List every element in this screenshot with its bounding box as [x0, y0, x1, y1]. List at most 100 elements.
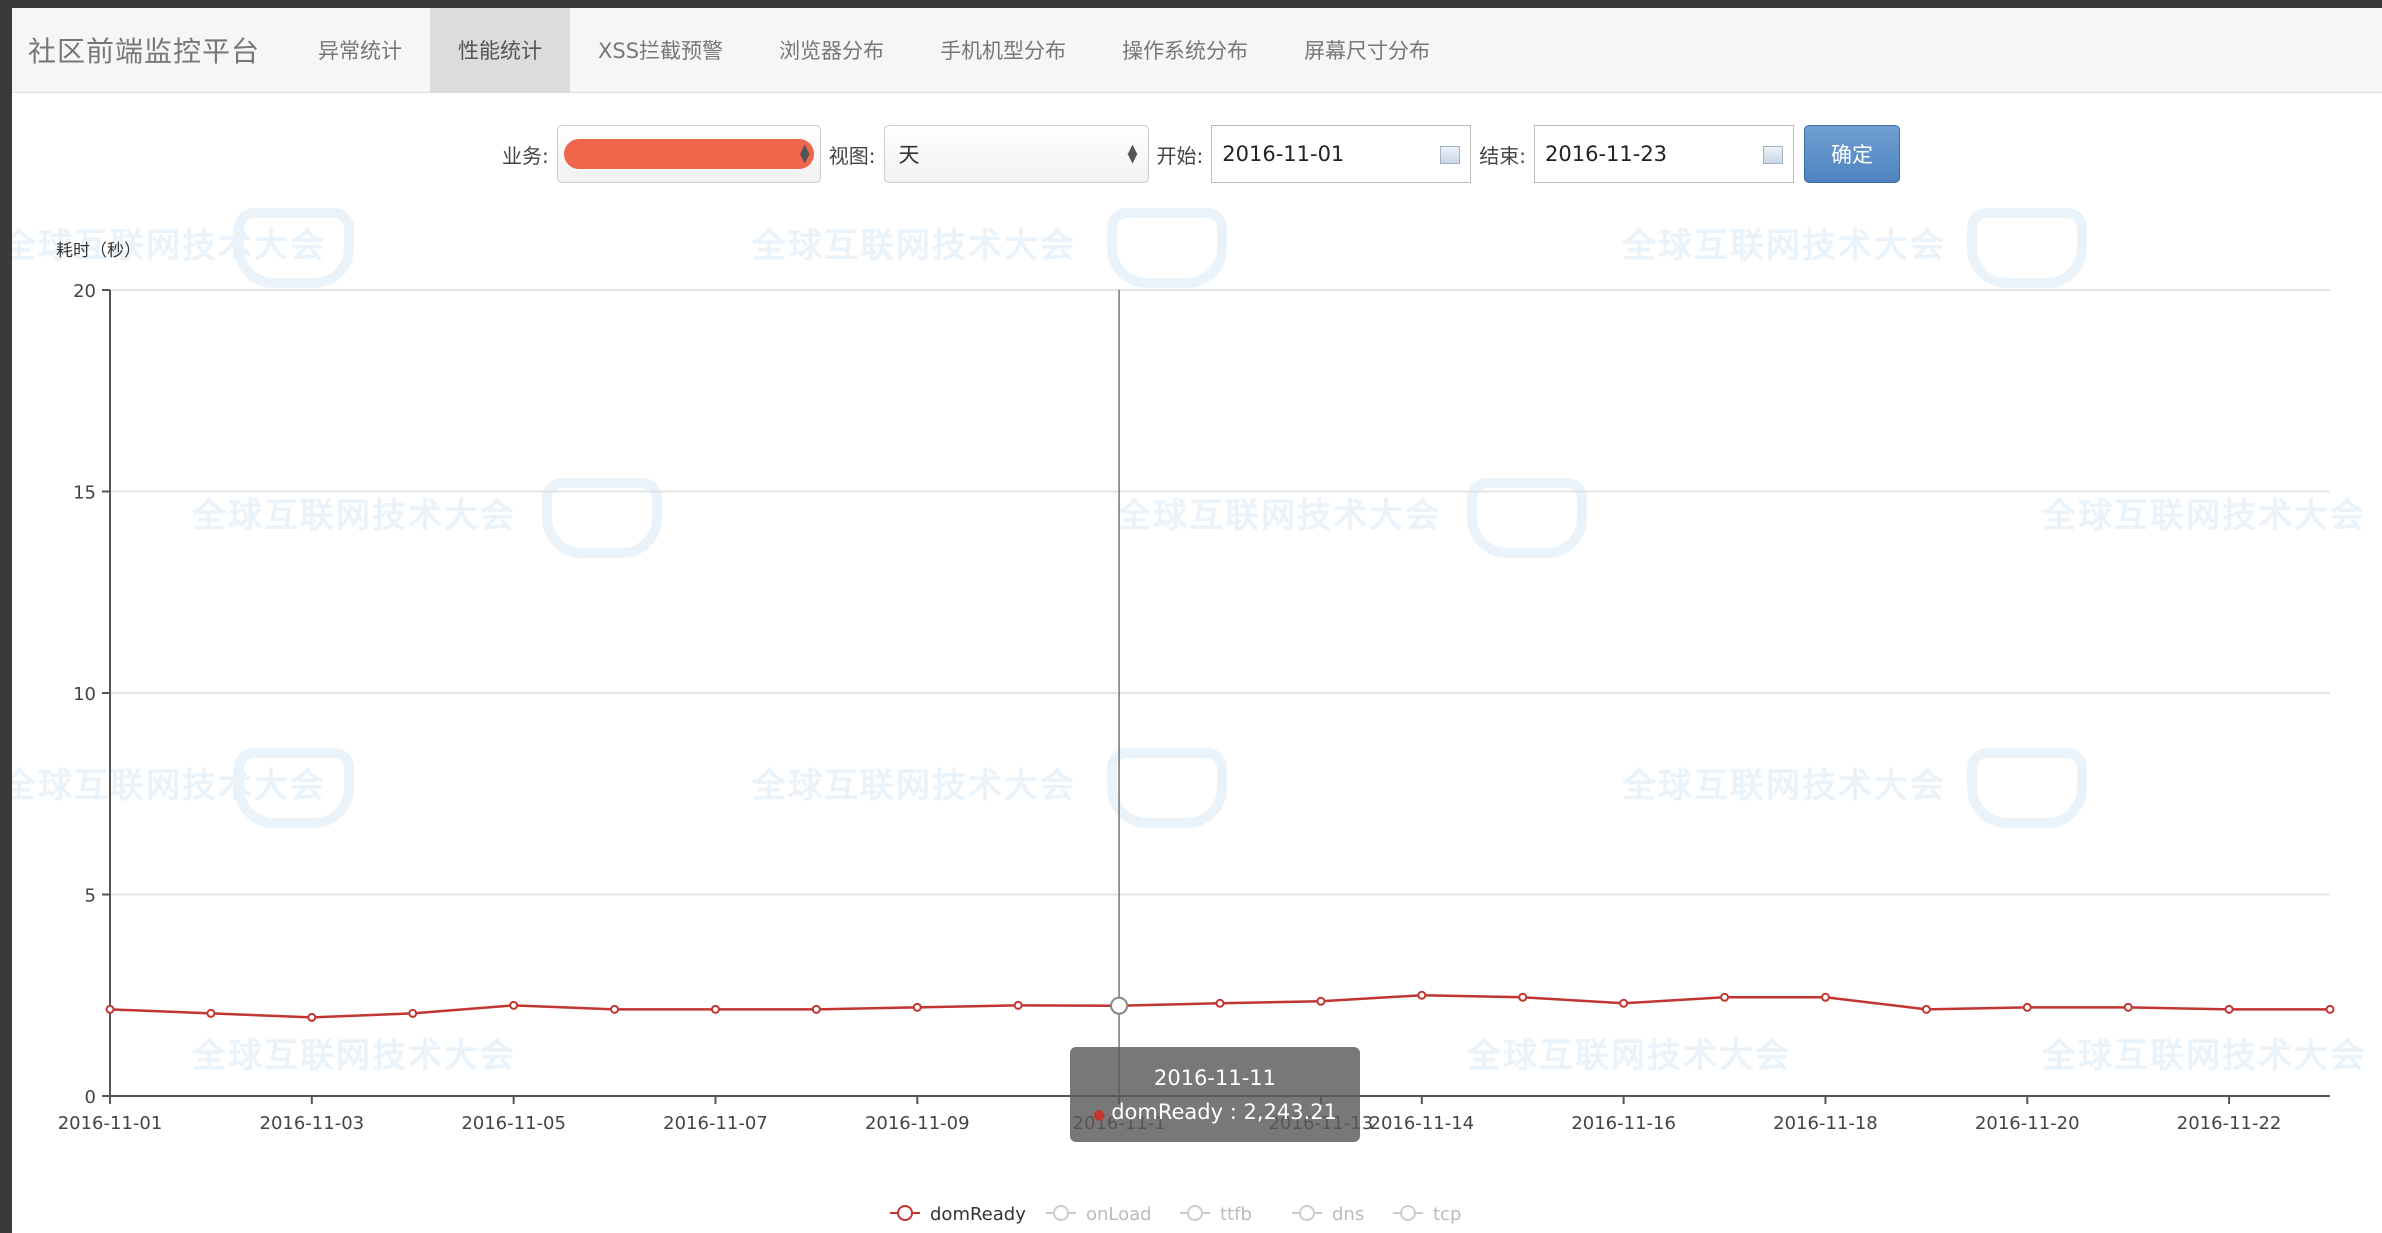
- legend-item-ttfb[interactable]: ttfb: [1220, 1204, 1252, 1225]
- legend-item-tcp[interactable]: tcp: [1433, 1204, 1461, 1225]
- data-point[interactable]: [509, 1000, 519, 1010]
- watermark: 全球互联网技术大会: [752, 766, 1076, 806]
- nav-item-phone-models[interactable]: 手机机型分布: [940, 39, 1067, 63]
- view-label: 视图:: [828, 143, 876, 168]
- data-point[interactable]: [912, 1002, 922, 1012]
- y-tick-label: 20: [73, 281, 96, 302]
- legend-item-dns[interactable]: dns: [1332, 1204, 1364, 1225]
- watermark-logo-icon: [1107, 208, 1227, 288]
- watermark: 全球互联网技术大会: [1622, 226, 1946, 266]
- watermark: 全球互联网技术大会: [2042, 496, 2366, 536]
- data-point[interactable]: [408, 1008, 418, 1018]
- x-tick-label: 2016-11-05: [461, 1113, 566, 1134]
- legend-item-onload[interactable]: onLoad: [1086, 1204, 1152, 1225]
- nav-item-screen-sizes[interactable]: 屏幕尺寸分布: [1304, 39, 1431, 63]
- watermark: 全球互联网技术大会: [192, 1036, 516, 1076]
- data-point[interactable]: [1720, 992, 1730, 1002]
- nav-item-os[interactable]: 操作系统分布: [1122, 39, 1249, 63]
- y-tick-label: 15: [73, 483, 96, 504]
- legend-marker[interactable]: [1299, 1205, 1315, 1221]
- watermark: 全球互联网技术大会: [192, 496, 516, 536]
- tooltip-row: ● domReady : 2,243.21: [1092, 1100, 1337, 1124]
- legend-marker[interactable]: [897, 1205, 913, 1221]
- data-point[interactable]: [2224, 1004, 2234, 1014]
- watermark-logo-icon: [542, 478, 662, 558]
- data-point[interactable]: [105, 1004, 115, 1014]
- legend-marker[interactable]: [1053, 1205, 1069, 1221]
- calendar-icon[interactable]: [1440, 146, 1461, 164]
- view-select[interactable]: 天 ▲ ▼: [883, 125, 1149, 183]
- x-tick-label: 2016-11-01: [58, 1113, 163, 1134]
- calendar-icon[interactable]: [1763, 146, 1783, 164]
- business-select[interactable]: ▲ ▼: [556, 125, 821, 183]
- data-point[interactable]: [2325, 1004, 2335, 1014]
- y-axis-title: 耗时（秒）: [56, 241, 141, 261]
- nav-item-performance[interactable]: 性能统计: [430, 8, 571, 92]
- x-tick-label: 2016-11-03: [260, 1113, 365, 1134]
- y-tick-label: 0: [85, 1087, 96, 1108]
- watermark-logo-icon: [1967, 208, 2087, 288]
- x-tick-label: 2016-11-14: [1370, 1113, 1475, 1134]
- top-navbar: 社区前端监控平台 异常统计 性能统计 XSS拦截预警 浏览器分布 手机机型分布 …: [12, 8, 2382, 93]
- select-arrows-icon: ▲ ▼: [799, 142, 810, 166]
- watermark: 全球互联网技术大会: [1117, 496, 1441, 536]
- data-point[interactable]: [307, 1012, 317, 1022]
- legend-item-domready[interactable]: domReady: [930, 1204, 1026, 1225]
- x-tick-label: 2016-11-09: [865, 1113, 970, 1134]
- redacted-value: [563, 139, 814, 169]
- filter-bar: 业务: ▲ ▼ 视图: 天 ▲ ▼ 开始: 2016-11-01 结束: 2016-…: [12, 125, 2382, 183]
- legend-marker[interactable]: [1400, 1205, 1416, 1221]
- y-tick-label: 5: [85, 886, 96, 907]
- nav-item-errors[interactable]: 异常统计: [318, 39, 403, 63]
- data-point[interactable]: [1110, 996, 1129, 1015]
- data-point[interactable]: [1820, 992, 1830, 1002]
- tooltip-date: 2016-11-11: [1153, 1066, 1277, 1090]
- y-tick-label: 10: [73, 684, 96, 705]
- business-label: 业务:: [502, 143, 549, 168]
- nav-item-browsers[interactable]: 浏览器分布: [779, 39, 885, 63]
- end-date-value: 2016-11-23: [1545, 142, 1668, 166]
- x-tick-label: 2016-11-22: [2177, 1113, 2282, 1134]
- x-tick-label: 2016-11-20: [1975, 1113, 2080, 1134]
- watermark: 全球互联网技术大会: [752, 226, 1076, 266]
- data-point[interactable]: [1316, 996, 1326, 1006]
- tooltip-value: 2,243.21: [1243, 1100, 1337, 1124]
- watermark: 全球互联网技术大会: [2042, 1036, 2366, 1076]
- series-dot-icon: ●: [1092, 1107, 1106, 1123]
- data-point[interactable]: [1921, 1004, 1931, 1014]
- x-tick-label: 2016-11-18: [1773, 1113, 1878, 1134]
- confirm-button[interactable]: 确定: [1804, 125, 1900, 183]
- nav-item-xss[interactable]: XSS拦截预警: [598, 39, 724, 63]
- data-point[interactable]: [2123, 1002, 2133, 1012]
- tooltip-series: domReady: [1111, 1100, 1224, 1124]
- x-tick-label: 2016-11-16: [1571, 1113, 1676, 1134]
- x-tick-label: 2016-11-07: [663, 1113, 768, 1134]
- data-point[interactable]: [1013, 1000, 1023, 1010]
- start-date-value: 2016-11-01: [1222, 142, 1345, 166]
- watermark-logo-icon: [1467, 478, 1587, 558]
- start-date-input[interactable]: 2016-11-01: [1211, 125, 1472, 183]
- data-point[interactable]: [1417, 990, 1427, 1000]
- start-label: 开始:: [1156, 143, 1204, 168]
- app-window: 社区前端监控平台 异常统计 性能统计 XSS拦截预警 浏览器分布 手机机型分布 …: [12, 8, 2382, 1233]
- end-date-input[interactable]: 2016-11-23: [1534, 125, 1794, 183]
- watermark-logo-icon: [1967, 748, 2087, 828]
- data-point[interactable]: [2022, 1002, 2032, 1012]
- end-label: 结束:: [1479, 143, 1526, 168]
- brand-title[interactable]: 社区前端监控平台: [28, 35, 261, 68]
- view-select-value: 天: [898, 143, 920, 167]
- data-point[interactable]: [1215, 998, 1225, 1008]
- watermark: 全球互联网技术大会: [1622, 766, 1946, 806]
- data-point[interactable]: [206, 1008, 216, 1018]
- select-arrows-icon: ▲ ▼: [1127, 142, 1138, 166]
- data-point[interactable]: [610, 1004, 620, 1014]
- data-point[interactable]: [1619, 998, 1629, 1008]
- data-point[interactable]: [710, 1004, 720, 1014]
- data-point[interactable]: [811, 1004, 821, 1014]
- data-point[interactable]: [1518, 992, 1528, 1002]
- watermark-logo-icon: [234, 208, 354, 288]
- legend-marker[interactable]: [1187, 1205, 1203, 1221]
- watermark-logo-icon: [234, 748, 354, 828]
- watermark-logo-icon: [1107, 748, 1227, 828]
- watermark: 全球互联网技术大会: [1467, 1036, 1791, 1076]
